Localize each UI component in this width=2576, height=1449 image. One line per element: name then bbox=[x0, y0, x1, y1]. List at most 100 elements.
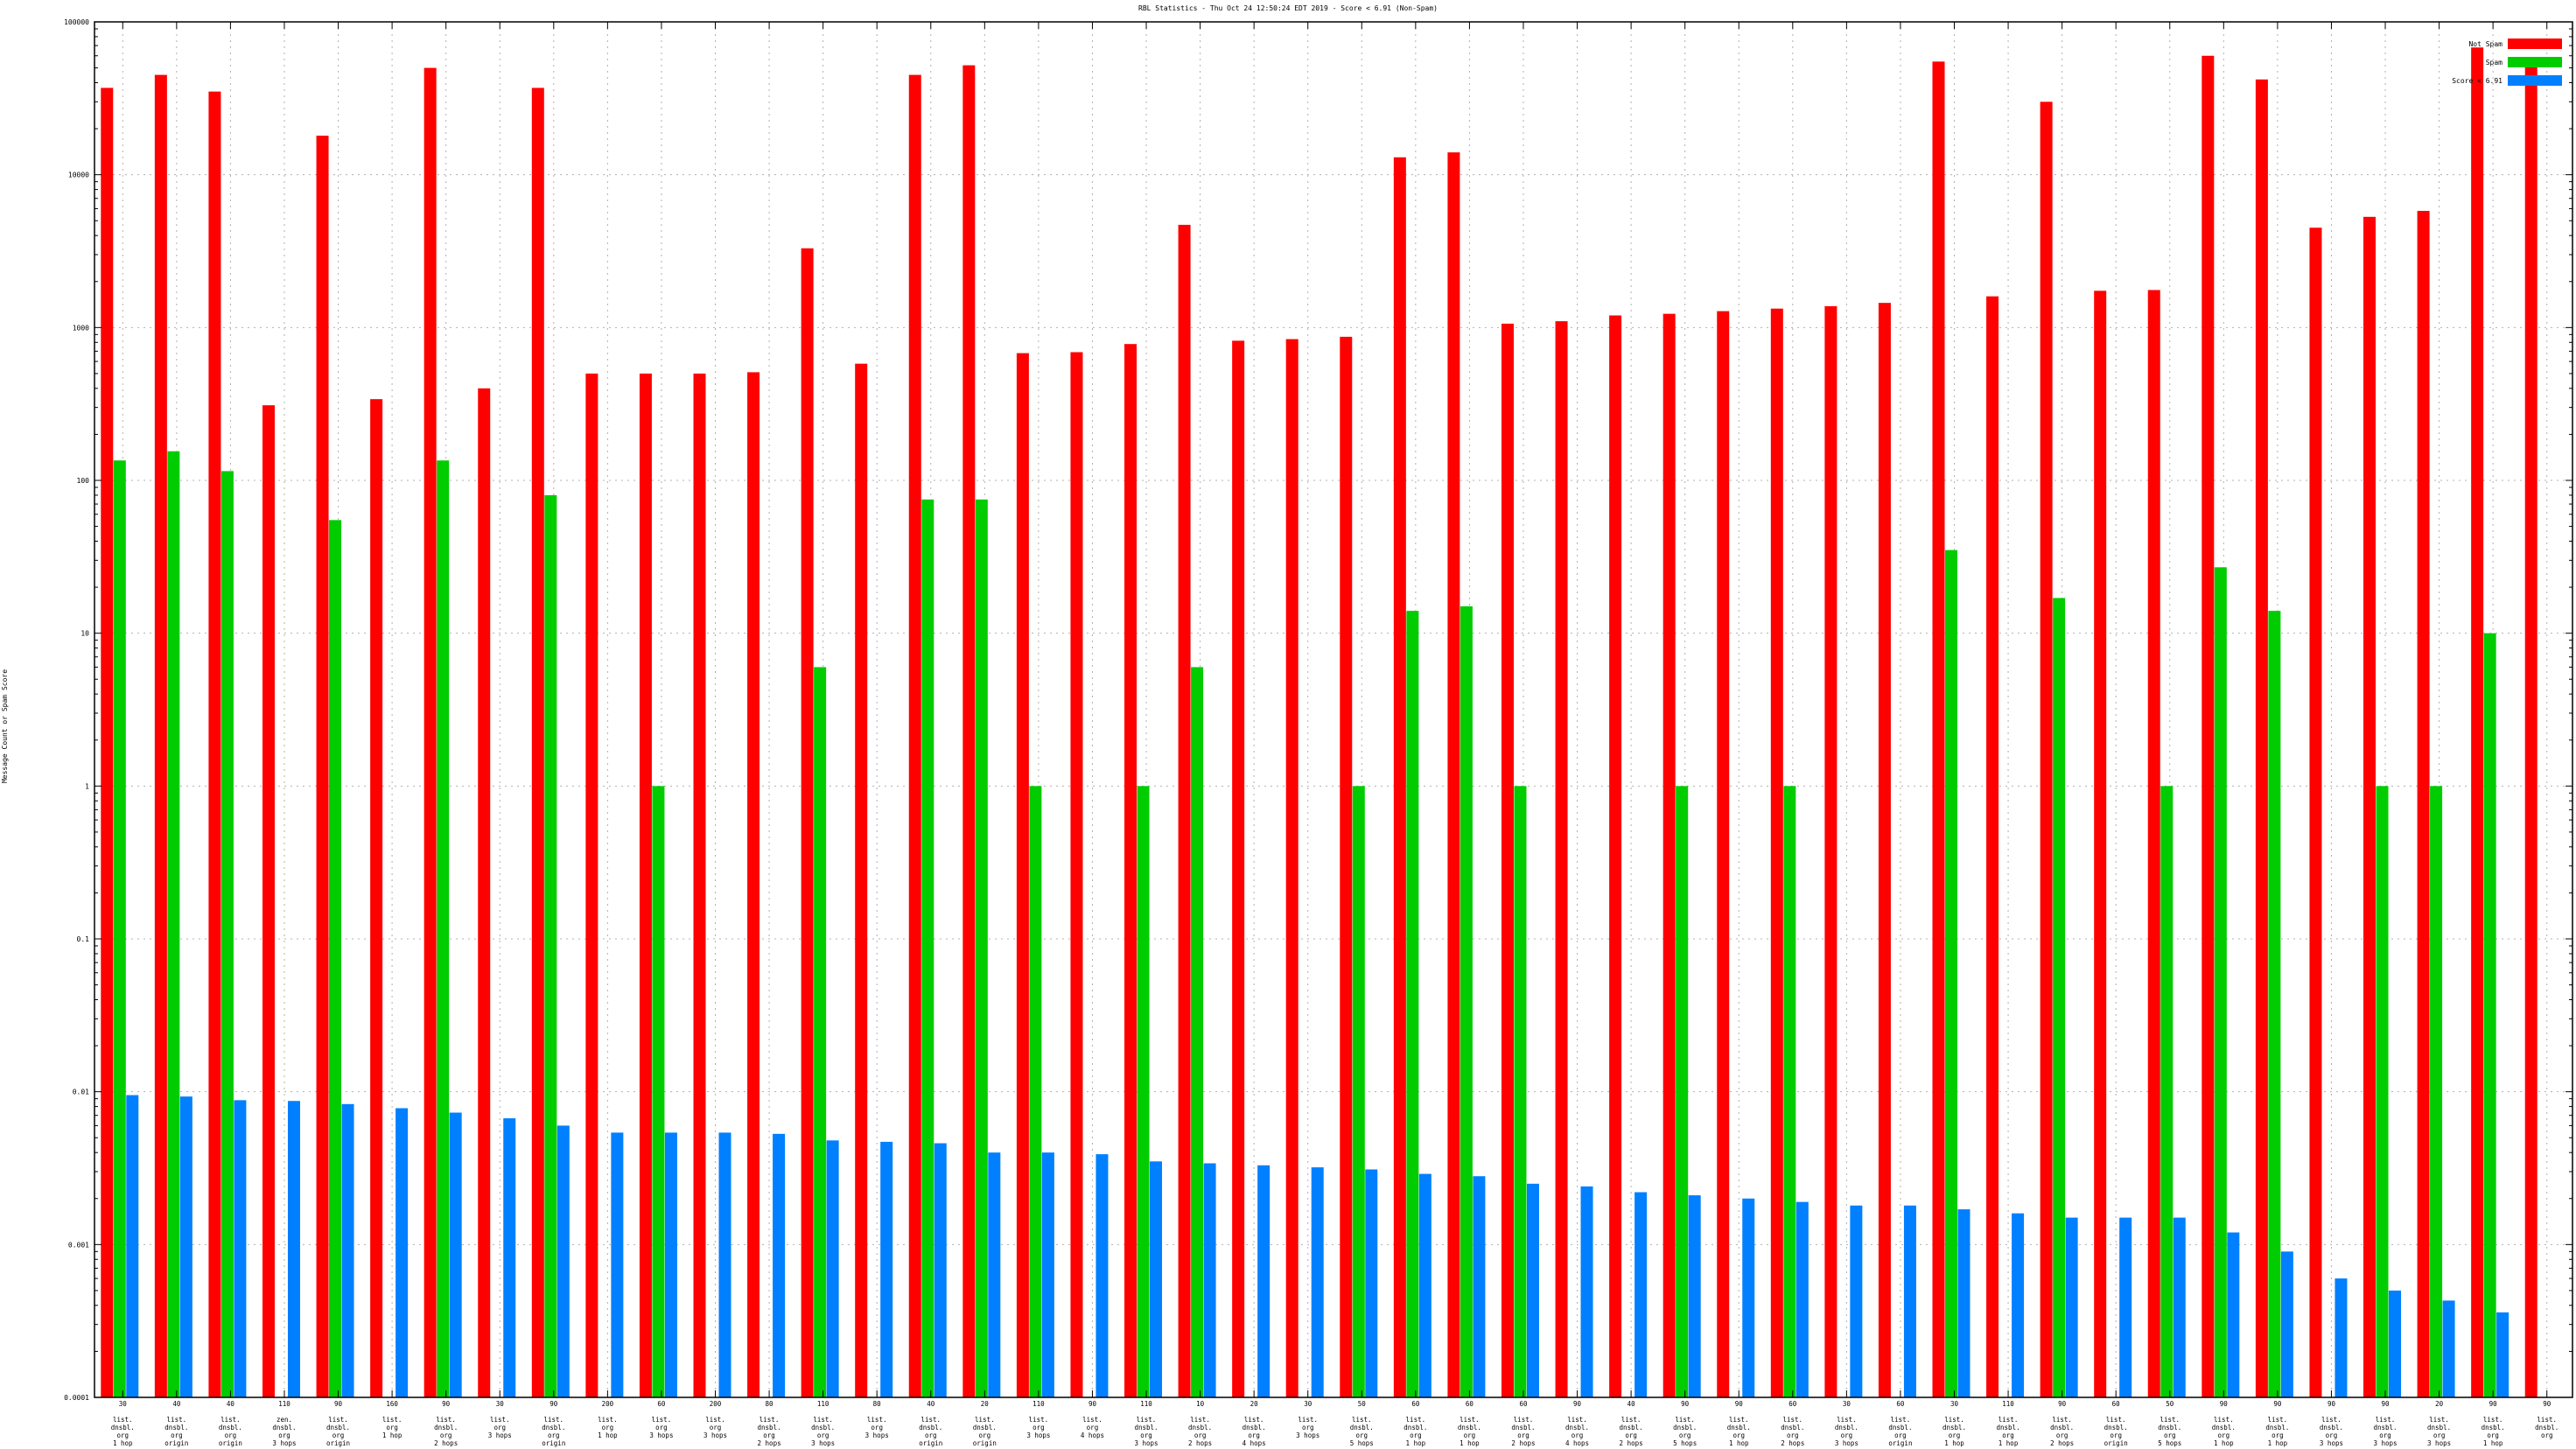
x-tick-label: 20 bbox=[1250, 1400, 1259, 1408]
x-tick-label: 3 hops bbox=[1296, 1432, 1320, 1439]
x-tick-label: org bbox=[710, 1424, 722, 1432]
x-tick-label: org bbox=[2326, 1432, 2338, 1439]
x-tick-label: 50 bbox=[1358, 1400, 1367, 1408]
x-tick-label: 1 hop bbox=[1944, 1439, 1964, 1447]
x-tick-label: org bbox=[225, 1432, 237, 1439]
x-tick-label: list. bbox=[813, 1416, 833, 1424]
bar-score-6-91 bbox=[2173, 1217, 2186, 1397]
x-tick-label: 1 hop bbox=[1729, 1439, 1749, 1447]
x-tick-label: 90 bbox=[2058, 1400, 2067, 1408]
x-tick-label: org bbox=[1032, 1424, 1045, 1432]
bar-score-6-91 bbox=[556, 1125, 570, 1397]
x-tick-label: dnsbl. bbox=[272, 1424, 296, 1432]
bar-score-6-91 bbox=[1796, 1201, 1809, 1397]
y-tick-label: 100 bbox=[77, 477, 90, 485]
x-tick-label: 90 bbox=[1573, 1400, 1582, 1408]
bar-spam bbox=[814, 667, 827, 1397]
x-tick-label: org bbox=[278, 1432, 290, 1439]
x-tick-label: 90 bbox=[2328, 1400, 2336, 1408]
x-tick-label: origin bbox=[919, 1439, 942, 1447]
x-tick-label: list. bbox=[2106, 1416, 2126, 1424]
x-tick-label: 60 bbox=[1466, 1400, 1474, 1408]
x-tick-label: 50 bbox=[2166, 1400, 2174, 1408]
bar-not-spam bbox=[2309, 228, 2322, 1397]
bar-not-spam bbox=[801, 248, 814, 1397]
x-tick-label: origin bbox=[164, 1439, 188, 1447]
x-tick-label: dnsbl. bbox=[2482, 1424, 2505, 1432]
bar-score-6-91 bbox=[880, 1141, 893, 1397]
x-tick-label: 30 bbox=[119, 1400, 128, 1408]
bar-not-spam bbox=[208, 91, 221, 1398]
x-tick-label: org bbox=[1949, 1432, 1961, 1439]
x-tick-label: 1 hop bbox=[2483, 1439, 2503, 1447]
bar-score-6-91 bbox=[234, 1100, 247, 1397]
x-tick-label: list. bbox=[1082, 1416, 1102, 1424]
x-tick-label: list. bbox=[1675, 1416, 1695, 1424]
x-tick-label: list. bbox=[705, 1416, 725, 1424]
bar-spam bbox=[2214, 567, 2227, 1397]
x-tick-label: org bbox=[117, 1432, 130, 1439]
x-tick-label: origin bbox=[2104, 1439, 2128, 1447]
bar-score-6-91 bbox=[2227, 1232, 2240, 1397]
bar-not-spam bbox=[2094, 290, 2107, 1397]
x-tick-label: 2 hops bbox=[2050, 1439, 2074, 1447]
x-tick-label: 60 bbox=[1896, 1400, 1905, 1408]
x-tick-label: org bbox=[1787, 1432, 1799, 1439]
bar-score-6-91 bbox=[773, 1133, 786, 1397]
bar-not-spam bbox=[1447, 152, 1460, 1398]
x-tick-label: list. bbox=[2268, 1416, 2288, 1424]
x-tick-label: dnsbl. bbox=[1781, 1424, 1804, 1432]
bar-not-spam bbox=[1717, 311, 1730, 1398]
x-tick-label: 200 bbox=[602, 1400, 614, 1408]
bar-spam bbox=[1514, 786, 1527, 1397]
bar-not-spam bbox=[1501, 323, 1514, 1398]
x-tick-label: 5 hops bbox=[1673, 1439, 1697, 1447]
x-tick-label: dnsbl. bbox=[2320, 1424, 2343, 1432]
x-tick-label: org bbox=[1087, 1424, 1099, 1432]
x-tick-label: list. bbox=[1406, 1416, 1426, 1424]
x-tick-label: 110 bbox=[278, 1400, 290, 1408]
bar-score-6-91 bbox=[2012, 1213, 2025, 1397]
x-tick-label: list. bbox=[1729, 1416, 1749, 1424]
bar-score-6-91 bbox=[1096, 1154, 1109, 1397]
x-tick-label: org bbox=[332, 1432, 345, 1439]
bar-score-6-91 bbox=[718, 1132, 732, 1397]
x-tick-label: list. bbox=[220, 1416, 241, 1424]
x-tick-label: list. bbox=[1298, 1416, 1318, 1424]
bar-not-spam bbox=[585, 373, 598, 1398]
x-tick-label: list. bbox=[167, 1416, 187, 1424]
x-tick-label: org bbox=[871, 1424, 883, 1432]
bar-score-6-91 bbox=[664, 1132, 677, 1397]
x-tick-label: 3 hops bbox=[1134, 1439, 1158, 1447]
bar-not-spam bbox=[154, 74, 167, 1397]
bar-not-spam bbox=[2524, 61, 2538, 1398]
x-tick-label: org bbox=[1732, 1432, 1745, 1439]
bar-score-6-91 bbox=[1903, 1205, 1916, 1397]
bar-not-spam bbox=[478, 388, 491, 1397]
y-tick-label: 100000 bbox=[64, 18, 89, 26]
bar-score-6-91 bbox=[1203, 1163, 1216, 1397]
x-tick-label: list. bbox=[598, 1416, 618, 1424]
x-tick-label: dnsbl. bbox=[434, 1424, 458, 1432]
x-tick-label: dnsbl. bbox=[326, 1424, 350, 1432]
x-tick-label: dnsbl. bbox=[2427, 1424, 2451, 1432]
x-tick-label: dnsbl. bbox=[219, 1424, 242, 1432]
x-tick-label: list. bbox=[2214, 1416, 2234, 1424]
x-tick-label: list. bbox=[1137, 1416, 1157, 1424]
x-tick-label: org bbox=[386, 1424, 398, 1432]
x-tick-label: list. bbox=[1783, 1416, 1803, 1424]
bar-score-6-91 bbox=[503, 1118, 516, 1397]
x-tick-label: dnsbl. bbox=[1134, 1424, 1158, 1432]
bar-spam bbox=[2376, 786, 2389, 1397]
x-tick-label: org bbox=[494, 1424, 506, 1432]
bar-not-spam bbox=[693, 373, 706, 1398]
x-tick-label: 60 bbox=[1788, 1400, 1797, 1408]
x-tick-label: origin bbox=[326, 1439, 350, 1447]
x-tick-label: list. bbox=[2321, 1416, 2342, 1424]
x-tick-label: 4 hops bbox=[1081, 1432, 1104, 1439]
bar-score-6-91 bbox=[287, 1101, 300, 1397]
x-tick-label: 90 bbox=[2273, 1400, 2282, 1408]
x-tick-label: 90 bbox=[2543, 1400, 2552, 1408]
x-tick-label: list. bbox=[2537, 1416, 2557, 1424]
x-tick-label: 80 bbox=[766, 1400, 774, 1408]
